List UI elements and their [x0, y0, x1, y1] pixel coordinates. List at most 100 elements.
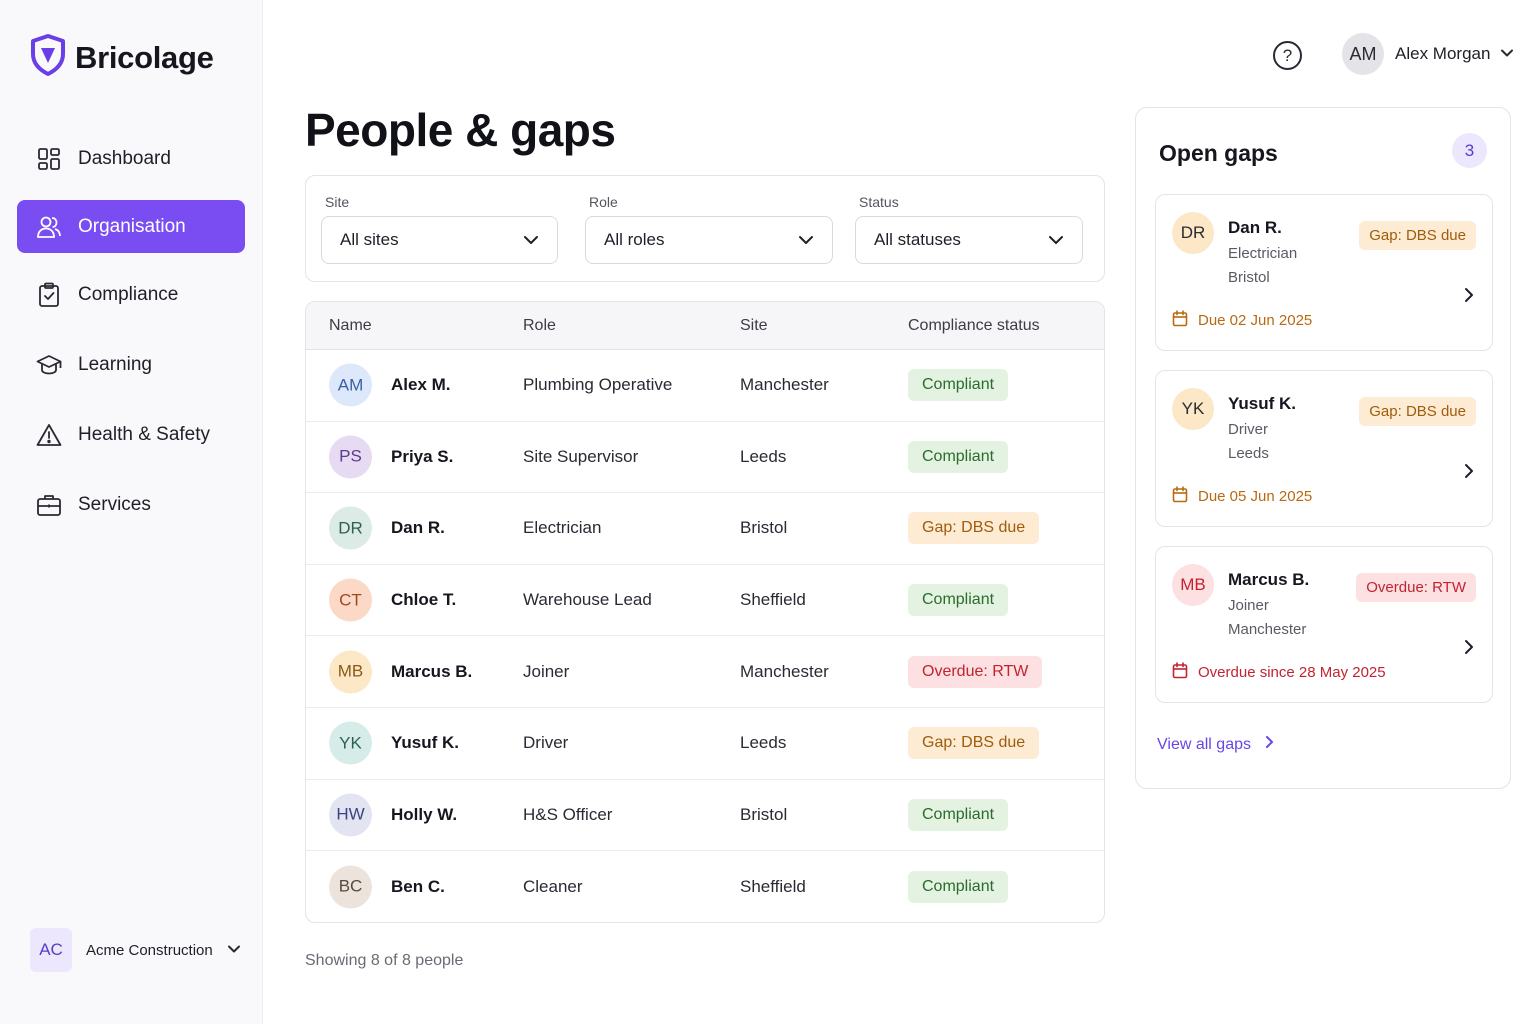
person-site: Manchester [740, 661, 829, 681]
table-row[interactable]: DR Dan R. Electrician Bristol Gap: DBS due [306, 493, 1104, 565]
person-name: Chloe T. [391, 590, 457, 610]
table-row[interactable]: YK Yusuf K. Driver Leeds Gap: DBS due [306, 708, 1104, 780]
chevron-down-icon [1500, 45, 1514, 63]
table-row[interactable]: HW Holly W. H&S Officer Bristol Compliant [306, 780, 1104, 852]
site-filter: Site All sites [321, 194, 558, 264]
person-site: Leeds [740, 446, 787, 466]
avatar: AM [329, 363, 372, 407]
column-header-compliance-status[interactable]: Compliance status [908, 317, 1040, 334]
briefcase-icon [36, 492, 62, 518]
chevron-down-icon [798, 230, 814, 250]
gap-due-date: Overdue since 28 May 2025 [1172, 662, 1386, 683]
chevron-right-icon [1464, 463, 1474, 484]
gap-due-date: Due 02 Jun 2025 [1172, 310, 1312, 331]
sidebar-nav: Dashboard Organisation Compliance [17, 130, 245, 531]
chevron-down-icon [227, 941, 241, 959]
status-select[interactable]: All statuses [855, 216, 1083, 264]
table-row[interactable]: PS Priya S. Site Supervisor Leeds Compliant [306, 422, 1104, 494]
role-select-value: All roles [604, 230, 665, 249]
help-icon[interactable]: ? [1273, 41, 1302, 70]
sidebar-item-label: Learning [78, 353, 152, 375]
person-name: Holly W. [391, 804, 458, 824]
gap-person-role: Electrician [1228, 245, 1298, 262]
status-badge: Compliant [908, 798, 1009, 831]
user-avatar: AM [1342, 33, 1384, 75]
chevron-right-icon [1464, 639, 1474, 660]
sidebar-item-label: Organisation [78, 215, 186, 237]
status-badge: Compliant [908, 369, 1009, 402]
site-select-value: All sites [340, 230, 399, 249]
table-row[interactable]: CT Chloe T. Warehouse Lead Sheffield Complia… [306, 565, 1104, 637]
open-gaps-title: Open gaps [1159, 140, 1278, 166]
status-select-value: All statuses [874, 230, 961, 249]
avatar: MB [1172, 564, 1214, 606]
status-badge: Gap: DBS due [908, 727, 1040, 760]
open-gaps-panel: Open gaps 3 DR Dan R. Electrician Bristol Ga… [1135, 107, 1511, 789]
gap-person-site: Bristol [1228, 269, 1270, 286]
filter-bar: Site All sites Role All roles Status All… [305, 175, 1105, 282]
person-site: Manchester [740, 375, 829, 395]
gap-person-name: Dan R. [1228, 218, 1282, 237]
gap-due-date: Due 05 Jun 2025 [1172, 486, 1312, 507]
gap-due-text: Due 05 Jun 2025 [1198, 488, 1313, 505]
status-badge: Overdue: RTW [908, 655, 1043, 688]
user-menu[interactable]: AM Alex Morgan [1342, 33, 1514, 75]
gap-person-role: Joiner [1228, 597, 1269, 614]
person-name: Marcus B. [391, 661, 473, 681]
table-row[interactable]: AM Alex M. Plumbing Operative Manchester Com… [306, 350, 1104, 422]
brand-logo[interactable]: Bricolage [30, 34, 214, 81]
sidebar-item-health-safety[interactable]: Health & Safety [17, 408, 245, 461]
column-header-name[interactable]: Name [329, 317, 372, 334]
sidebar-item-compliance[interactable]: Compliance [17, 268, 245, 321]
sidebar-item-learning[interactable]: Learning [17, 338, 245, 391]
avatar: YK [1172, 388, 1214, 430]
sidebar-item-dashboard[interactable]: Dashboard [17, 132, 245, 185]
sidebar: Bricolage Dashboard Organisation [0, 0, 263, 1024]
graduation-cap-icon [36, 352, 62, 378]
sidebar-item-label: Dashboard [78, 147, 171, 169]
chevron-down-icon [1048, 230, 1064, 250]
site-select[interactable]: All sites [321, 216, 558, 264]
status-badge: Gap: DBS due [908, 512, 1040, 545]
avatar: CT [329, 578, 372, 622]
gap-card[interactable]: MB Marcus B. Joiner Manchester Overdue: RTW O… [1155, 546, 1493, 703]
gap-person-role: Driver [1228, 421, 1268, 438]
organisation-switcher[interactable]: AC Acme Construction [30, 928, 241, 972]
person-role: Cleaner [523, 876, 583, 896]
column-header-site[interactable]: Site [740, 317, 768, 334]
view-all-gaps-link[interactable]: View all gaps [1157, 735, 1274, 754]
column-header-role[interactable]: Role [523, 317, 556, 334]
warning-triangle-icon [36, 422, 62, 448]
org-name: Acme Construction [86, 941, 213, 959]
open-gaps-count-badge: 3 [1452, 133, 1487, 168]
person-role: Site Supervisor [523, 446, 639, 466]
role-select[interactable]: All roles [585, 216, 833, 264]
table-row[interactable]: MB Marcus B. Joiner Manchester Overdue: RTW [306, 636, 1104, 708]
status-badge: Compliant [908, 870, 1009, 903]
gap-person-name: Yusuf K. [1228, 394, 1297, 413]
sidebar-item-organisation[interactable]: Organisation [17, 200, 245, 253]
person-site: Bristol [740, 804, 788, 824]
person-name: Priya S. [391, 446, 454, 466]
gap-card[interactable]: DR Dan R. Electrician Bristol Gap: DBS due Du… [1155, 194, 1493, 351]
calendar-icon [1172, 662, 1188, 683]
gap-due-text: Overdue since 28 May 2025 [1198, 664, 1386, 681]
person-name: Alex M. [391, 375, 451, 395]
sidebar-item-label: Services [78, 493, 151, 515]
gap-card[interactable]: YK Yusuf K. Driver Leeds Gap: DBS due Due 05 … [1155, 370, 1493, 527]
status-badge: Compliant [908, 584, 1009, 617]
avatar: YK [329, 721, 372, 765]
person-name: Ben C. [391, 876, 445, 896]
people-table: Name Role Site Compliance status AM Alex … [305, 301, 1105, 923]
role-filter-label: Role [589, 194, 618, 210]
table-header: Name Role Site Compliance status [306, 302, 1104, 350]
person-role: Warehouse Lead [523, 590, 652, 610]
calendar-icon [1172, 310, 1188, 331]
table-row[interactable]: BC Ben C. Cleaner Sheffield Compliant [306, 851, 1104, 922]
person-site: Sheffield [740, 876, 806, 896]
sidebar-item-services[interactable]: Services [17, 478, 245, 531]
gap-person-name: Marcus B. [1228, 570, 1310, 589]
view-all-gaps-label: View all gaps [1157, 735, 1251, 753]
gap-due-text: Due 02 Jun 2025 [1198, 312, 1313, 329]
avatar: MB [329, 650, 372, 694]
